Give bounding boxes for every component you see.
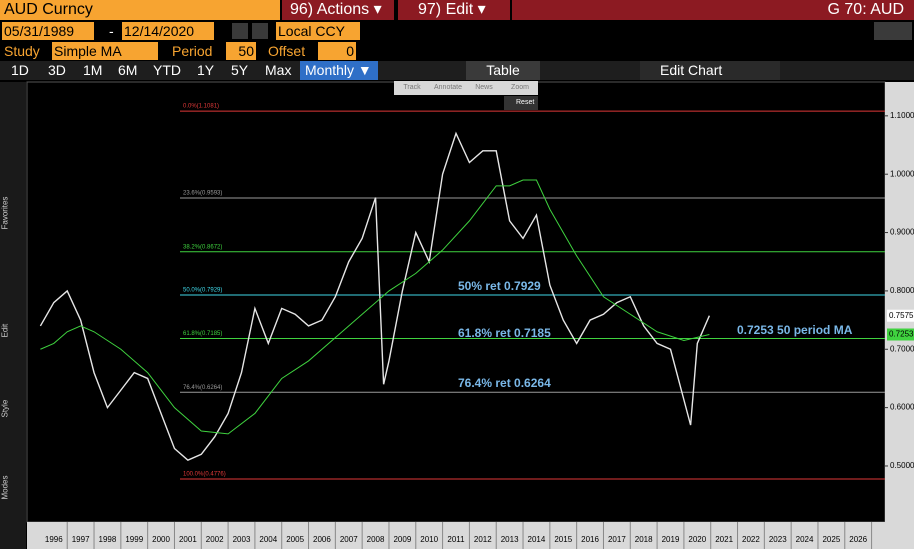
prev-button[interactable] xyxy=(232,23,248,39)
plot-area xyxy=(26,81,886,523)
edit-menu[interactable]: 97) Edit ▾ xyxy=(398,0,510,20)
x-tick-label: 1998 xyxy=(99,535,117,544)
last-value-box xyxy=(887,309,914,322)
x-tick-label: 2001 xyxy=(179,535,197,544)
fib-label: 50.0%(0.7929) xyxy=(183,288,222,294)
undo-redo[interactable] xyxy=(874,22,912,40)
x-tick-label: 2016 xyxy=(581,535,599,544)
x-tick-label: 2015 xyxy=(554,535,572,544)
fib-label: 100.0%(0.4776) xyxy=(183,472,226,478)
last-value-label: 0.7575 xyxy=(889,311,914,320)
ticker[interactable]: AUD Curncy xyxy=(0,0,280,20)
x-axis-band xyxy=(27,522,885,549)
chart-tool[interactable]: Annotate xyxy=(433,84,463,91)
x-tick-label: 2013 xyxy=(501,535,519,544)
chart-tool[interactable]: Zoom xyxy=(511,84,529,91)
x-tick-label: 2019 xyxy=(662,535,680,544)
x-tick-label: 2010 xyxy=(420,535,438,544)
reset-button[interactable]: Reset xyxy=(504,96,538,110)
series-line xyxy=(39,131,711,461)
last-value-label: 0.7253 xyxy=(889,330,914,339)
range-button[interactable]: 1Y xyxy=(197,62,215,78)
x-tick-label: 2009 xyxy=(393,535,411,544)
edit-chart-button[interactable]: Edit Chart xyxy=(640,61,780,80)
x-tick-label: 2005 xyxy=(286,535,304,544)
period-label: Period xyxy=(172,43,213,59)
x-tick-label: 1999 xyxy=(125,535,143,544)
x-tick-label: 2011 xyxy=(447,535,465,544)
annotation: 0.7253 50 period MA xyxy=(737,323,853,337)
range-button[interactable]: YTD xyxy=(153,62,181,78)
chart-tools: Track Annotate News Zoom xyxy=(394,81,538,95)
sidebar xyxy=(0,82,26,549)
start-date[interactable]: 05/31/1989 xyxy=(2,22,94,40)
offset[interactable]: 0 xyxy=(318,42,356,60)
x-tick-label: 2017 xyxy=(608,535,626,544)
x-tick-label: 2023 xyxy=(769,535,787,544)
x-tick-label: 1996 xyxy=(45,535,63,544)
table-button[interactable]: Table xyxy=(466,61,540,80)
series-line xyxy=(40,179,710,435)
annotation: 50% ret 0.7929 xyxy=(458,279,541,293)
range-button[interactable]: 1D xyxy=(11,62,29,78)
chart-tool[interactable]: Track xyxy=(403,84,421,91)
y-tick-label: 0.5000 xyxy=(890,461,914,470)
study[interactable]: Simple MA xyxy=(52,42,158,60)
x-tick-label: 2003 xyxy=(233,535,251,544)
y-tick-label: 0.9000 xyxy=(890,228,914,237)
x-tick-label: 2022 xyxy=(742,535,760,544)
x-tick-label: 2025 xyxy=(822,535,840,544)
y-tick-label: 1.0000 xyxy=(890,169,914,178)
x-tick-label: 2008 xyxy=(367,535,385,544)
y-tick-label: 0.8000 xyxy=(890,286,914,295)
currency[interactable]: Local CCY xyxy=(276,22,360,40)
y-tick-label: 0.7000 xyxy=(890,344,914,353)
last-value-box xyxy=(887,328,914,341)
x-tick-label: 1997 xyxy=(72,535,90,544)
y-tick-label: 0.6000 xyxy=(890,403,914,412)
date-separator: - xyxy=(109,23,114,39)
frequency[interactable]: Monthly ▼ xyxy=(300,61,378,80)
actions-menu[interactable]: 96) Actions ▾ xyxy=(282,0,394,20)
fib-label: 38.2%(0.8672) xyxy=(183,244,222,250)
range-button[interactable]: 3D xyxy=(48,62,66,78)
fib-label: 61.8%(0.7185) xyxy=(183,331,222,337)
x-tick-label: 2012 xyxy=(474,535,492,544)
offset-label: Offset xyxy=(268,43,306,59)
range-button[interactable]: Max xyxy=(265,62,292,78)
x-tick-label: 2014 xyxy=(528,535,546,544)
x-tick-label: 2024 xyxy=(796,535,814,544)
next-button[interactable] xyxy=(252,23,268,39)
x-tick-label: 2020 xyxy=(688,535,706,544)
x-tick-label: 2007 xyxy=(340,535,358,544)
range-button[interactable]: 6M xyxy=(118,62,138,78)
x-tick-label: 2002 xyxy=(206,535,224,544)
x-tick-label: 2000 xyxy=(152,535,170,544)
range-button[interactable]: 5Y xyxy=(231,62,249,78)
range-button[interactable]: 1M xyxy=(83,62,103,78)
x-tick-label: 2021 xyxy=(715,535,733,544)
period[interactable]: 50 xyxy=(226,42,256,60)
end-date[interactable]: 12/14/2020 xyxy=(122,22,214,40)
fib-label: 76.4%(0.6264) xyxy=(183,385,222,391)
chart-tool[interactable]: News xyxy=(475,84,493,91)
function-code: G 70: AUD xyxy=(512,0,914,20)
x-tick-label: 2004 xyxy=(259,535,277,544)
study-label: Study xyxy=(4,43,40,59)
annotation: 61.8% ret 0.7185 xyxy=(458,326,551,340)
x-tick-label: 2026 xyxy=(849,535,867,544)
x-tick-label: 2018 xyxy=(635,535,653,544)
annotation: 76.4% ret 0.6264 xyxy=(458,376,551,390)
fib-label: 23.6%(0.9593) xyxy=(183,191,222,197)
fib-label: 0.0%(1.1081) xyxy=(183,104,219,110)
y-tick-label: 1.1000 xyxy=(890,111,914,120)
x-tick-label: 2006 xyxy=(313,535,331,544)
